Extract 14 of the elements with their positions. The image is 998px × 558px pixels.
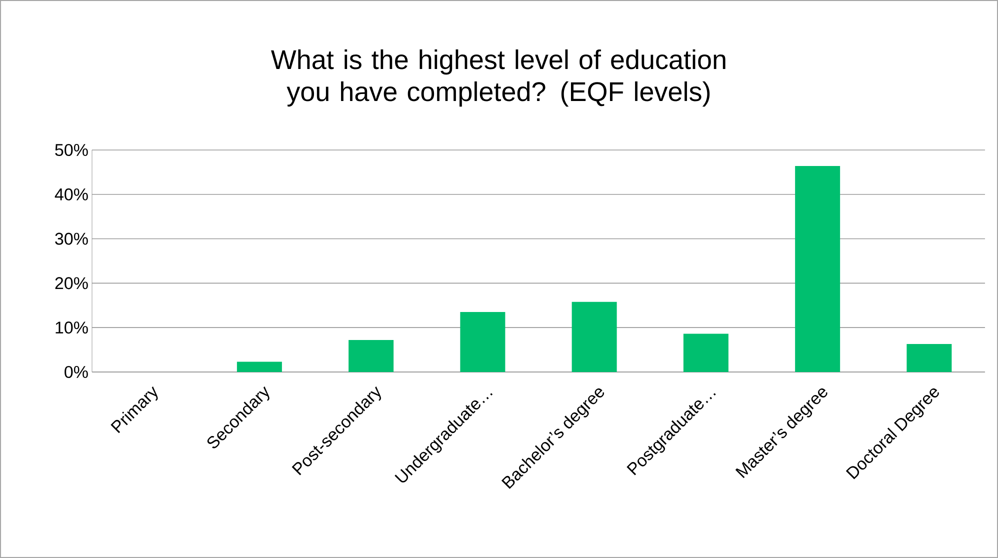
chart-title: What is the highest level of education you have completed? (EQF levels): [271, 49, 726, 107]
bar: [460, 312, 506, 372]
y-tick-label: 50%: [55, 144, 88, 156]
y-tick-label: 10%: [56, 322, 88, 334]
bar: [906, 344, 952, 372]
bar: [348, 340, 394, 372]
y-tick-label: 0%: [64, 366, 88, 378]
bar: [236, 362, 282, 372]
bar: [572, 302, 617, 372]
y-tick-label: 20%: [55, 277, 88, 290]
y-tick-label: 40%: [54, 188, 88, 200]
bar: [683, 334, 728, 372]
bar: [795, 166, 840, 372]
y-tick-label: 30%: [55, 232, 88, 245]
